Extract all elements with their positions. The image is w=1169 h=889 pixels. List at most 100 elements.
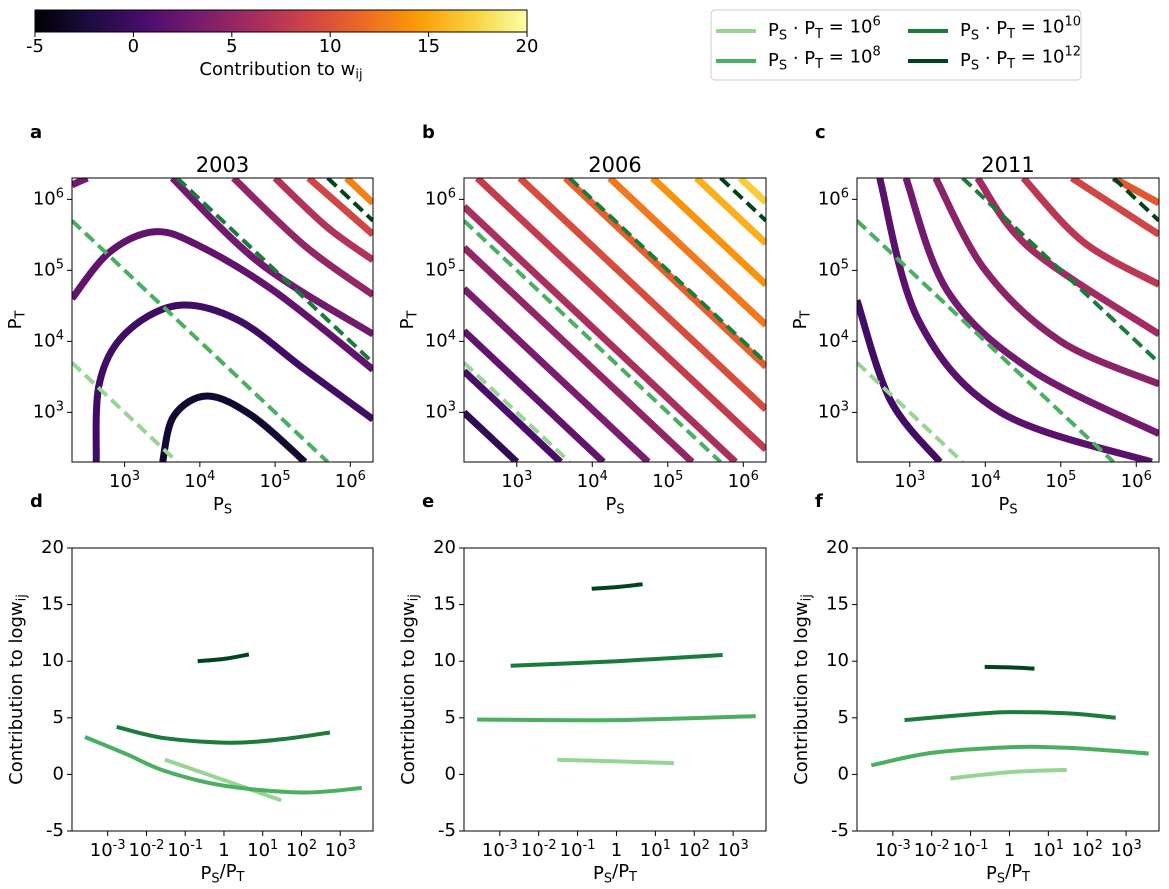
x-tick-label: 1 xyxy=(611,840,622,861)
product-guide xyxy=(464,219,722,462)
x-tick-label: 1 xyxy=(1004,840,1015,861)
contour-line xyxy=(902,178,1159,437)
series-line xyxy=(984,664,1035,671)
y-tick-label: 10^5 xyxy=(33,257,64,280)
product-guide xyxy=(326,178,373,223)
y-tick-label: 0 xyxy=(53,763,64,784)
plot-area xyxy=(857,178,1159,462)
series-line xyxy=(591,582,643,591)
plot-area xyxy=(477,582,756,766)
colorbar-tick-label: -5 xyxy=(26,36,44,57)
x-tick-label: 10^3 xyxy=(325,838,356,861)
y-tick-label: 5 xyxy=(838,707,849,728)
plot-area xyxy=(72,178,373,462)
y-tick-label: 10^3 xyxy=(425,399,456,422)
contour-line xyxy=(464,328,606,462)
y-tick-label: 10 xyxy=(826,650,849,671)
y-tick-label: -5 xyxy=(46,820,64,841)
y-tick-label: 10^3 xyxy=(818,399,849,422)
contour-line xyxy=(563,178,766,370)
panel-label: b xyxy=(422,122,435,143)
x-tick-label: 10^6 xyxy=(728,469,759,492)
product-guide xyxy=(857,219,1115,462)
contour-line xyxy=(272,178,373,263)
x-tick-label: 10^3 xyxy=(894,469,925,492)
series-line xyxy=(557,757,674,766)
contour-line xyxy=(306,178,373,238)
x-tick-label: 10^2 xyxy=(679,838,710,861)
panel-label: a xyxy=(30,122,42,143)
x-tick-label: 10^3 xyxy=(109,469,140,492)
colorbar-tick-label: 5 xyxy=(226,36,237,57)
x-tick-label: 10^-1 xyxy=(953,838,989,861)
series-line xyxy=(904,710,1116,723)
y-tick-label: 10^4 xyxy=(33,328,64,351)
y-tick-label: 15 xyxy=(41,594,64,615)
x-tick-label: 10^3 xyxy=(501,469,532,492)
colorbar xyxy=(34,9,528,33)
contour-line xyxy=(464,204,738,462)
series-line xyxy=(950,767,1067,781)
contour-line xyxy=(344,178,373,206)
y-tick-label: 10^5 xyxy=(818,257,849,280)
series-line xyxy=(84,735,362,795)
contour-line xyxy=(974,178,1159,338)
contour-line xyxy=(159,392,308,462)
contour-line xyxy=(1069,178,1159,238)
contour-line xyxy=(169,178,373,338)
axes-frame xyxy=(463,177,767,463)
colorbar-tick-label: 0 xyxy=(128,36,139,57)
x-tick-label: 10^6 xyxy=(1121,469,1152,492)
product-guide xyxy=(1112,178,1159,223)
contour-line xyxy=(464,409,520,462)
contour-line xyxy=(650,178,766,288)
x-tick-label: 10^-1 xyxy=(560,838,596,861)
x-tick-label: 10^-3 xyxy=(482,838,518,861)
contour-line xyxy=(517,178,766,412)
x-tick-label: 10^3 xyxy=(718,838,749,861)
y-axis-label: Contribution to logw_ij xyxy=(791,594,814,785)
product-guide xyxy=(175,178,373,365)
y-tick-label: 10^4 xyxy=(425,328,456,351)
panel-label: f xyxy=(815,491,823,512)
panel-title: 2003 xyxy=(196,153,249,177)
series-line xyxy=(116,724,331,745)
series-line xyxy=(477,714,756,723)
product-guide xyxy=(72,361,179,462)
contour-line xyxy=(72,178,89,189)
product-guide xyxy=(857,361,964,462)
contour-line xyxy=(607,178,766,328)
x-tick-label: 10^6 xyxy=(335,469,366,492)
contour-line xyxy=(464,286,651,462)
axes-frame xyxy=(463,547,767,832)
x-axis-label: P_S/P_T xyxy=(201,861,245,886)
y-tick-label: 10^6 xyxy=(818,186,849,209)
x-tick-label: 10^5 xyxy=(260,469,291,492)
contour-line xyxy=(92,301,373,462)
contour-line xyxy=(72,228,373,373)
series-line xyxy=(197,652,250,664)
x-tick-label: 10^5 xyxy=(1045,469,1076,492)
x-tick-label: 10^-2 xyxy=(914,838,950,861)
y-axis-label: Contribution to logw_ij xyxy=(398,594,421,785)
y-tick-label: 10^6 xyxy=(33,186,64,209)
y-tick-label: 10^4 xyxy=(818,328,849,351)
colorbar-tick-label: 10 xyxy=(319,36,342,57)
panel-title: 2006 xyxy=(588,153,641,177)
colorbar-label: Contribution to w_ij xyxy=(199,59,362,82)
plot-area xyxy=(84,652,362,803)
y-axis-label: P_T xyxy=(790,311,813,330)
y-axis-label: Contribution to logw_ij xyxy=(6,594,29,785)
y-tick-label: 0 xyxy=(838,763,849,784)
x-tick-label: 10^3 xyxy=(1111,838,1142,861)
y-tick-label: 15 xyxy=(826,594,849,615)
axes-frame xyxy=(71,547,374,832)
y-tick-label: 20 xyxy=(41,537,64,558)
x-tick-label: 10^1 xyxy=(640,838,671,861)
y-tick-label: -5 xyxy=(438,820,456,841)
contour-line xyxy=(474,178,766,453)
axes-frame xyxy=(856,177,1160,463)
x-axis-label: P_S xyxy=(213,494,232,517)
y-tick-label: 20 xyxy=(433,537,456,558)
